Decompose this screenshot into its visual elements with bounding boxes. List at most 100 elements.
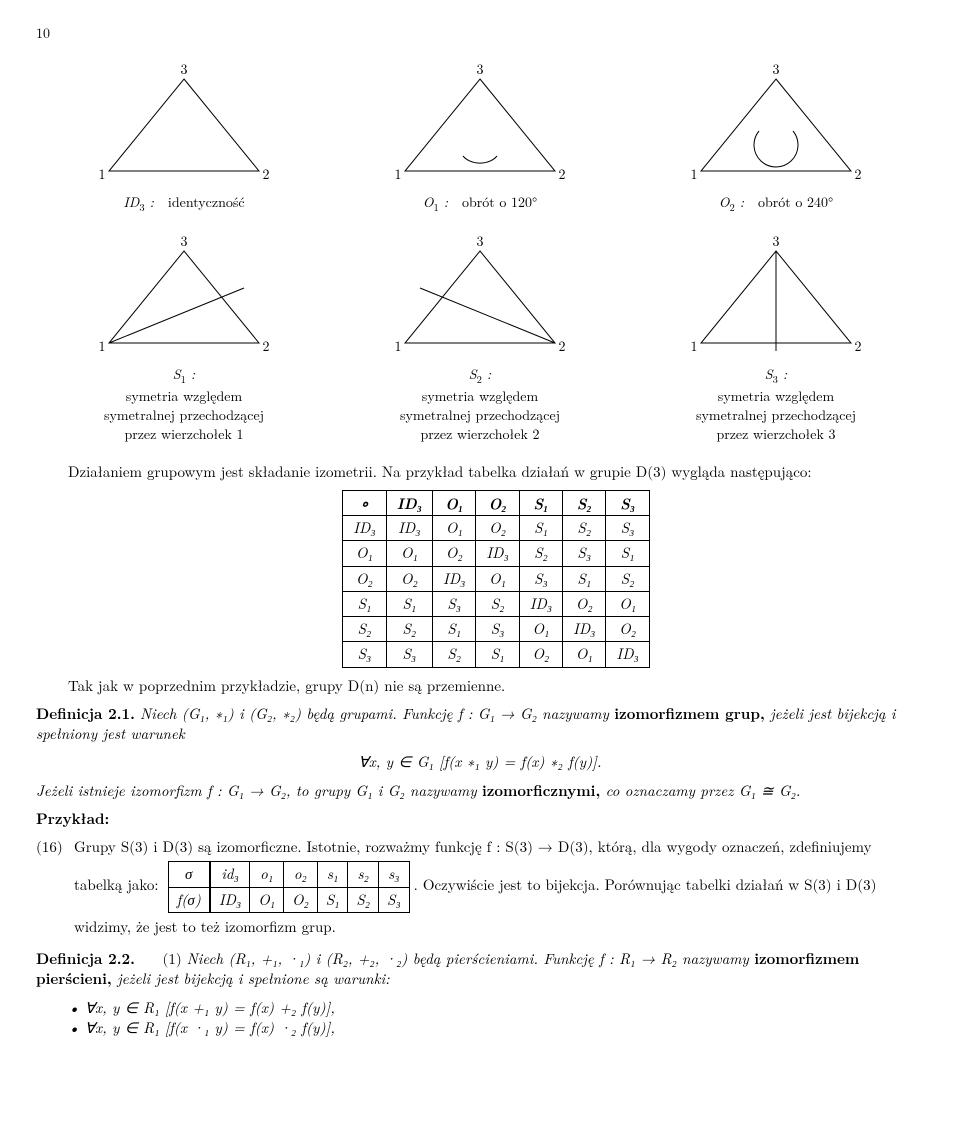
cayley-cell: S₁	[476, 642, 519, 667]
svg-text:2: 2	[558, 336, 565, 356]
cayley-header-cell: S₁	[519, 490, 562, 515]
def21-bold: izomorfizmem grup,	[614, 703, 765, 724]
cayley-cell: S₂	[606, 566, 649, 591]
caption-S3: S3 : symetria względem symetralnej przec…	[696, 365, 856, 444]
def22-bullet-1: ∀x, y ∈ R₁ [f(x ·₁ y) = f(x) ·₂ f(y)],	[68, 1018, 924, 1038]
triangle-svg-S1: 3 1 2	[89, 233, 279, 363]
cayley-cell: ID₃	[433, 566, 476, 591]
cayley-cell: S₂	[519, 541, 562, 566]
example-label: Przykład:	[36, 808, 109, 829]
caption-S2: S2 : symetria względem symetralnej przec…	[400, 365, 560, 444]
def21-text1: Niech (G₁, ∗₁) i (G₂, ∗₂) będą grupami. …	[140, 703, 614, 724]
caption-ID3: ID3 : identyczność	[123, 193, 244, 215]
def21-after: Jeżeli istnieje izomorfizm f : G₁ → G₂, …	[36, 781, 924, 801]
def21-bold2: izomorficznymi,	[482, 780, 600, 801]
cayley-cell: O₁	[433, 516, 476, 541]
cayley-cell: S₃	[519, 566, 562, 591]
cayley-cell: S₃	[606, 516, 649, 541]
cayley-cell: O₁	[386, 541, 432, 566]
triangle-O2: 3 1 2 O2 : obrót o 240°	[643, 61, 909, 215]
cayley-cell: S₁	[433, 617, 476, 642]
cayley-cell: O₂	[386, 566, 432, 591]
cayley-cell: S₁	[606, 541, 649, 566]
cap-S1-l1: symetria względem	[104, 387, 264, 406]
def22-text1: Niech (R₁, +₁, ·₁) i (R₂, +₂, ·₂) będą p…	[187, 948, 755, 969]
cayley-cell: O₁	[606, 591, 649, 616]
svg-text:3: 3	[180, 233, 187, 251]
cap-S3-l3: przez wierzchołek 3	[696, 425, 856, 444]
caption-O2: O2 : obrót o 240°	[719, 193, 834, 215]
svg-text:1: 1	[98, 164, 105, 184]
cayley-cell: O₁	[476, 566, 519, 591]
caption-O1-text: obrót o 120°	[462, 192, 537, 212]
caption-O1: O1 : obrót o 120°	[423, 193, 538, 215]
cayley-cell: S₃	[476, 617, 519, 642]
triangle-svg-ID3: 3 1 2	[89, 61, 279, 191]
cayley-cell: S₃	[433, 591, 476, 616]
def22-text2: jeżeli jest bijekcją i spełnione są waru…	[112, 968, 390, 989]
cayley-header-cell: ID₃	[386, 490, 432, 515]
map-cell: s₁	[317, 862, 348, 887]
cap-S1-l3: przez wierzchołek 1	[104, 425, 264, 444]
triangle-row-2: 3 1 2 S1 : symetria względem symetralnej…	[36, 233, 924, 444]
cayley-header-cell: ∘	[343, 490, 386, 515]
cayley-cell: S₃	[563, 541, 606, 566]
svg-text:2: 2	[854, 164, 861, 184]
cayley-cell: S₁	[519, 516, 562, 541]
cayley-cell: O₂	[606, 617, 649, 642]
svg-text:2: 2	[558, 164, 565, 184]
page-number: 10	[36, 24, 924, 43]
triangle-svg-O1: 3 1 2	[385, 61, 575, 191]
caption-S1: S1 : symetria względem symetralnej przec…	[104, 365, 264, 444]
cayley-cell: O₂	[343, 566, 386, 591]
def21-label: Definicja 2.1.	[36, 703, 135, 724]
text-after-cayley: Tak jak w poprzednim przykładzie, grupy …	[68, 676, 924, 696]
svg-text:1: 1	[394, 336, 401, 356]
triangle-ID3: 3 1 2 ID3 : identyczność	[51, 61, 317, 215]
cayley-cell: S₁	[343, 591, 386, 616]
map-cell: S₁	[317, 887, 348, 912]
cayley-cell: O₁	[343, 541, 386, 566]
cayley-cell: S₃	[343, 642, 386, 667]
triangle-O1: 3 1 2 O1 : obrót o 120°	[347, 61, 613, 215]
cap-S3-l2: symetralnej przechodzącej	[696, 406, 856, 425]
map-cell: o₂	[283, 862, 317, 887]
definition-2-1: Definicja 2.1. Niech (G₁, ∗₁) i (G₂, ∗₂)…	[36, 704, 924, 745]
def22-num: (1)	[162, 948, 181, 969]
map-cell: σ	[168, 862, 210, 887]
svg-text:3: 3	[476, 61, 483, 79]
text-before-cayley: Działaniem grupowym jest składanie izome…	[68, 462, 924, 482]
cayley-cell: O₂	[563, 591, 606, 616]
map-cell: o₁	[250, 862, 284, 887]
cap-S1-l2: symetralnej przechodzącej	[104, 406, 264, 425]
cayley-cell: S₂	[343, 617, 386, 642]
map-cell: O₁	[250, 887, 284, 912]
map-table: σid₃o₁o₂s₁s₂s₃f(σ)ID₃O₁O₂S₁S₂S₃	[168, 861, 410, 913]
def21-after1: Jeżeli istnieje izomorfizm f : G₁ → G₂, …	[36, 780, 482, 801]
caption-O2-text: obrót o 240°	[758, 192, 833, 212]
svg-text:1: 1	[690, 164, 697, 184]
cayley-cell: ID₃	[606, 642, 649, 667]
map-cell: s₃	[379, 862, 410, 887]
triangle-S2: 3 1 2 S2 : symetria względem symetralnej…	[347, 233, 613, 444]
def21-formula: ∀x, y ∈ G₁ [f(x ∗₁ y) = f(x) ∗₂ f(y)].	[36, 752, 924, 772]
cayley-cell: S₂	[563, 516, 606, 541]
cayley-cell: O₁	[519, 617, 562, 642]
svg-text:2: 2	[854, 336, 861, 356]
cayley-header-cell: O₁	[433, 490, 476, 515]
triangle-row-1: 3 1 2 ID3 : identyczność 3 1 2 O1 : obró…	[36, 61, 924, 215]
cayley-cell: S₂	[386, 617, 432, 642]
map-cell: ID₃	[210, 887, 250, 912]
cayley-cell: O₂	[433, 541, 476, 566]
svg-text:2: 2	[262, 336, 269, 356]
cayley-header-cell: S₂	[563, 490, 606, 515]
def22-label: Definicja 2.2.	[36, 948, 135, 969]
cayley-cell: S₁	[386, 591, 432, 616]
def22-bullet-0: ∀x, y ∈ R₁ [f(x +₁ y) = f(x) +₂ f(y)],	[68, 998, 924, 1018]
example-16: (16) Grupy S(3) i D(3) są izomorficzne. …	[36, 837, 924, 937]
cayley-cell: S₃	[386, 642, 432, 667]
svg-text:1: 1	[394, 164, 401, 184]
svg-text:1: 1	[690, 336, 697, 356]
cap-S2-l3: przez wierzchołek 2	[400, 425, 560, 444]
cayley-cell: O₂	[519, 642, 562, 667]
